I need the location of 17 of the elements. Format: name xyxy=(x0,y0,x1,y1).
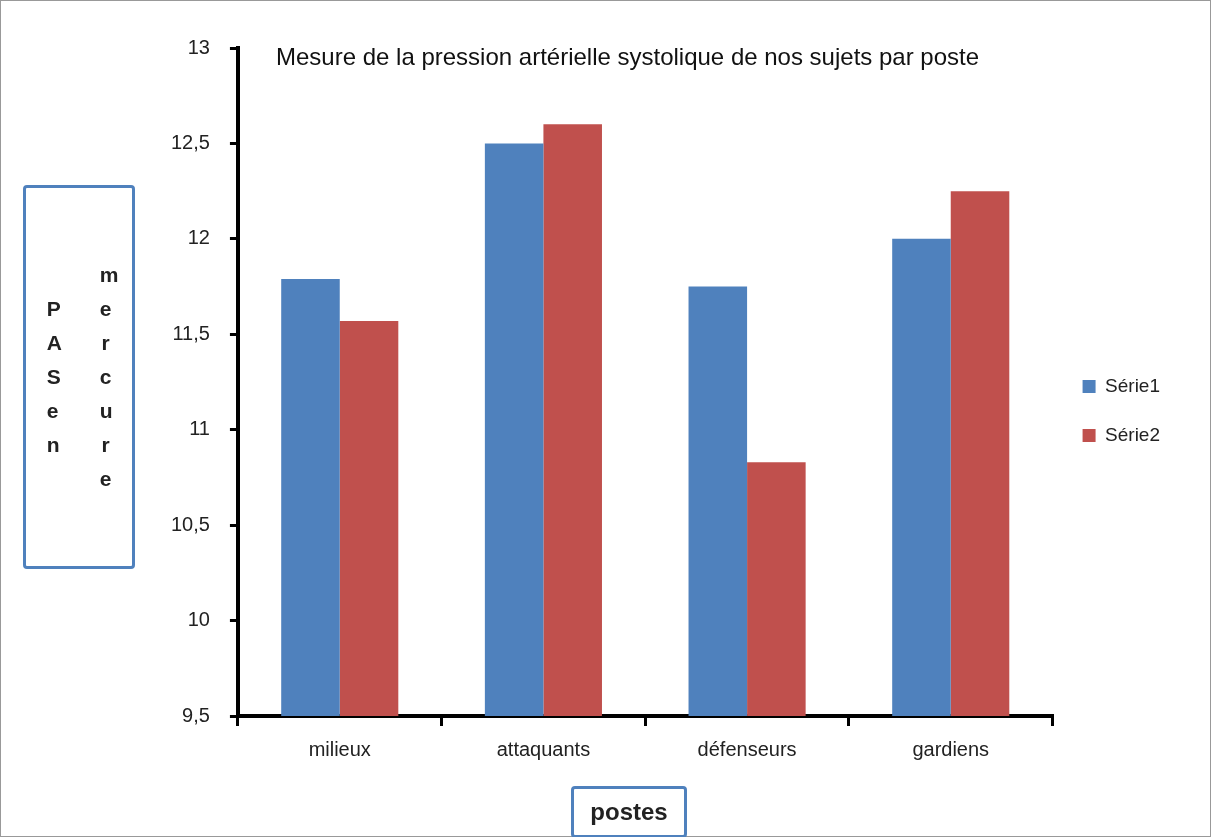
y-tick-label: 12 xyxy=(187,226,210,249)
legend-label: Série1 xyxy=(1105,374,1160,396)
x-tick-label: gardiens xyxy=(912,737,990,760)
text: PAS en mercure xyxy=(46,263,119,490)
x-tick-label: milieux xyxy=(308,737,371,760)
x-axis-title: postes xyxy=(571,786,687,837)
y-tick-label: 11,5 xyxy=(172,321,210,344)
x-tick-label: attaquants xyxy=(496,737,591,760)
y-tick-label: 11 xyxy=(189,417,210,440)
legend-label: Série2 xyxy=(1105,423,1160,445)
y-tick-label: 13 xyxy=(187,35,210,58)
y-tick-label: 9,5 xyxy=(182,703,210,726)
chart-title: Mesure de la pression artérielle systolique de nos sujets par poste xyxy=(276,42,980,70)
y-tick-label: 10 xyxy=(187,608,210,631)
y-tick-label: 10,5 xyxy=(170,512,210,535)
y-tick-label: 12,5 xyxy=(170,130,210,153)
x-tick-label: défenseurs xyxy=(697,737,797,760)
